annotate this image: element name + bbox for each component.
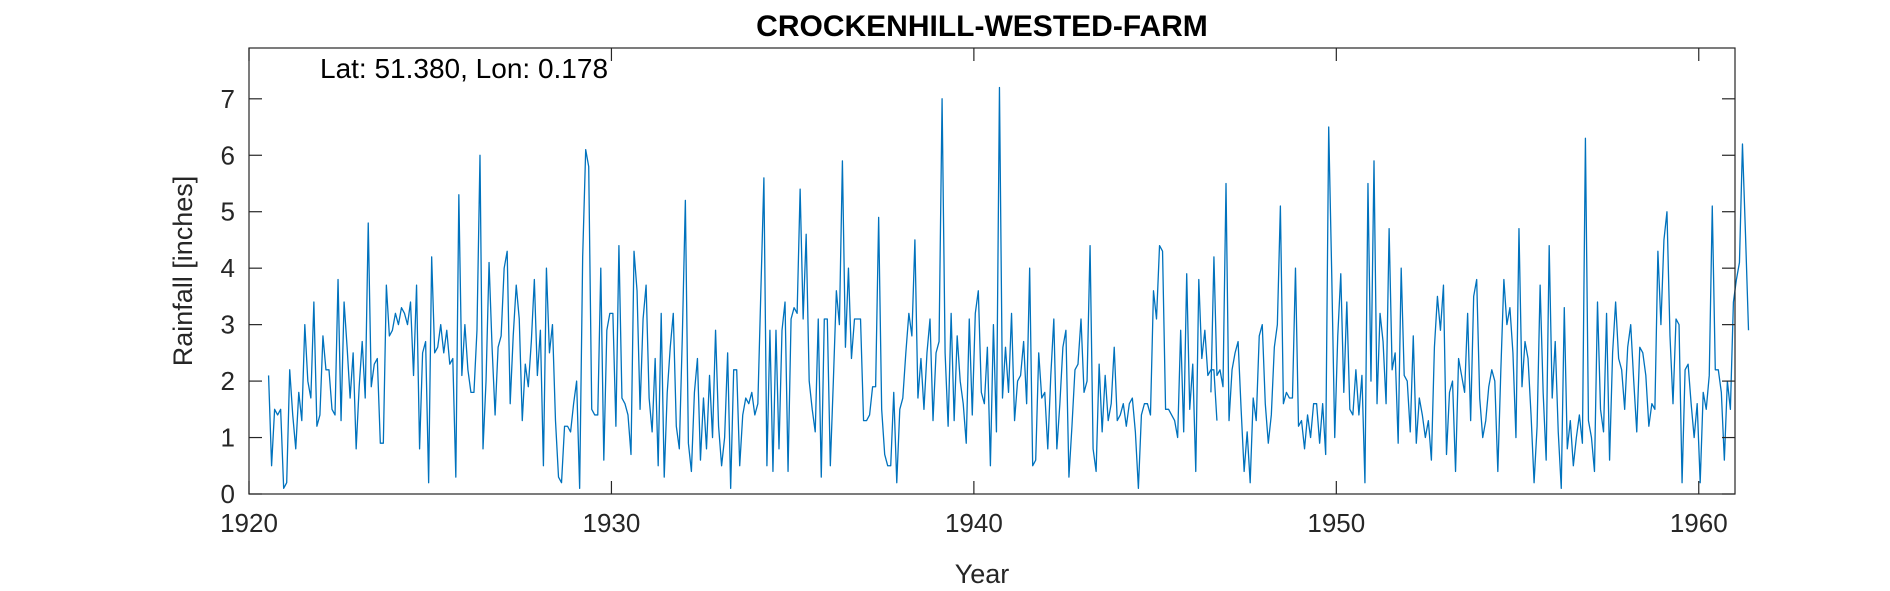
x-tick-label: 1950: [1307, 508, 1365, 538]
x-tick-label: 1960: [1670, 508, 1728, 538]
chart-title: CROCKENHILL-WESTED-FARM: [756, 10, 1208, 43]
plot-area-frame: [248, 47, 1736, 495]
y-tick-label: 0: [221, 479, 235, 509]
y-tick-label: 6: [221, 140, 235, 170]
x-axis-label: Year: [955, 559, 1010, 589]
y-axis-label: Rainfall [inches]: [168, 176, 198, 367]
station-coordinates-annotation: Lat: 51.380, Lon: 0.178: [320, 53, 608, 84]
x-tick-label: 1940: [945, 508, 1003, 538]
y-tick-label: 2: [221, 366, 235, 396]
plot-layer: [267, 86, 1750, 490]
rainfall-series-line-segment-1: [267, 86, 1218, 490]
x-tick-label: 1920: [220, 508, 278, 538]
y-tick-label: 7: [221, 84, 235, 114]
y-tick-label: 4: [221, 253, 235, 283]
y-tick-label: 3: [221, 310, 235, 340]
rainfall-series-line-segment-2: [1210, 126, 1750, 490]
ticks-layer: 1920 1930 1940 1950 1960 0 1 2 3 4 5 6 7: [220, 48, 1735, 538]
y-tick-label: 5: [221, 197, 235, 227]
y-tick-label: 1: [221, 423, 235, 453]
x-tick-label: 1930: [583, 508, 641, 538]
